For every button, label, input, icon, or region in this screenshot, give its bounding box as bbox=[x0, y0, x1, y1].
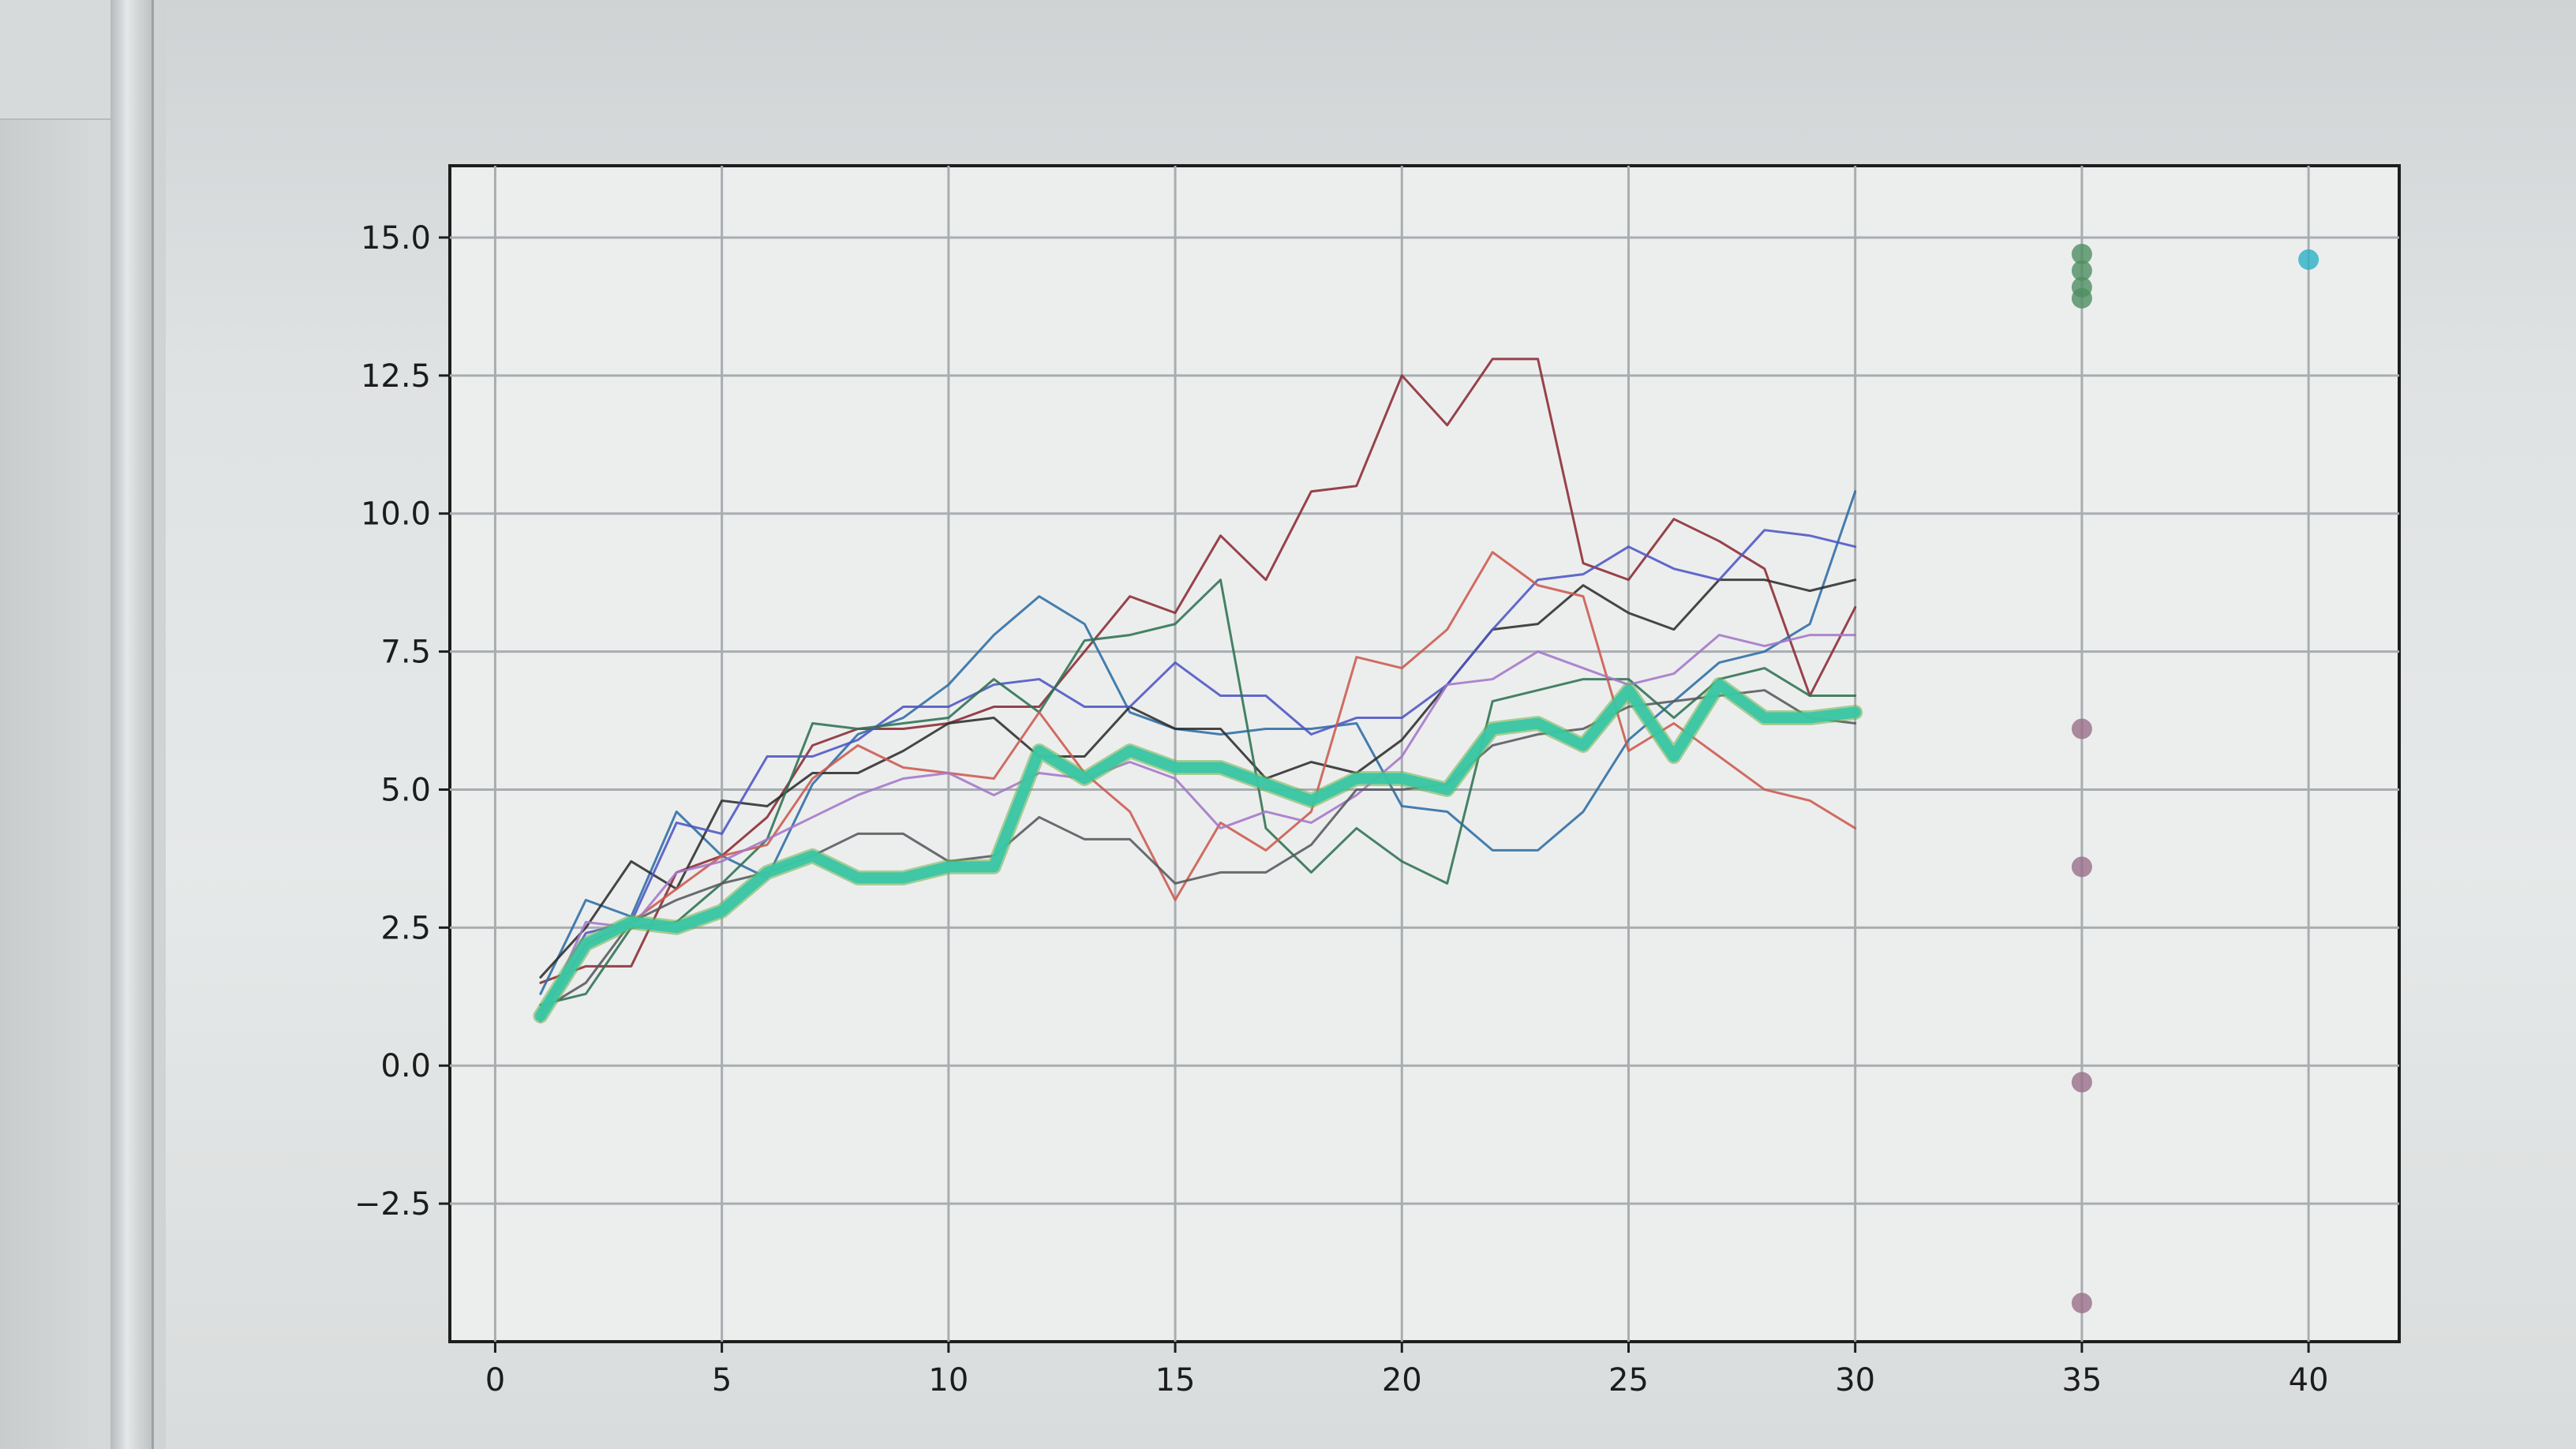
tick-labels: 0 5 10 15 20 25 30 35 40 15.0 12.5 10.0 7.5 5.0 2.5 0.0… bbox=[354, 220, 2329, 1398]
x-tick-label-4: 20 bbox=[1382, 1362, 1422, 1398]
scatter-group bbox=[2071, 243, 2320, 1314]
y-tick-label-3: 7.5 bbox=[380, 635, 431, 671]
scatter-point-2-1 bbox=[2071, 856, 2092, 878]
x-tick-label-5: 25 bbox=[1608, 1362, 1649, 1398]
series-line-6 bbox=[539, 634, 1857, 1023]
scatter-point-0-0 bbox=[2071, 243, 2092, 264]
y-tick-label-7: −2.5 bbox=[354, 1186, 431, 1222]
x-tick-label-2: 10 bbox=[928, 1362, 968, 1398]
x-tick-label-1: 5 bbox=[712, 1362, 732, 1398]
scatter-point-2-0 bbox=[2071, 718, 2092, 739]
series-line-8 bbox=[534, 679, 1861, 1022]
x-tick-label-6: 30 bbox=[1835, 1362, 1875, 1398]
scatter-point-2-2 bbox=[2071, 1072, 2092, 1093]
y-tick-label-5: 2.5 bbox=[380, 910, 431, 946]
scatter-point-1-0 bbox=[2298, 249, 2320, 270]
series-line-0 bbox=[539, 358, 1857, 984]
y-tick-label-4: 5.0 bbox=[380, 772, 431, 808]
series-line-2 bbox=[539, 578, 1857, 979]
grid bbox=[450, 166, 2399, 1342]
y-tick-label-1: 12.5 bbox=[361, 358, 431, 395]
y-tick-label-6: 0.0 bbox=[380, 1048, 431, 1084]
scatter-point-0-1 bbox=[2071, 260, 2092, 281]
y-tick-label-0: 15.0 bbox=[361, 220, 431, 256]
series-line-3 bbox=[539, 529, 1857, 1012]
series-line-5 bbox=[539, 551, 1857, 1017]
x-tick-label-3: 15 bbox=[1155, 1362, 1196, 1398]
scatter-point-2-3 bbox=[2071, 1293, 2092, 1314]
x-tick-label-0: 0 bbox=[485, 1362, 505, 1398]
window-panel-corner bbox=[0, 0, 118, 120]
plot-area bbox=[448, 164, 2401, 1343]
series-group bbox=[533, 358, 1863, 1024]
window-edge-strip bbox=[110, 0, 154, 1449]
x-tick-label-7: 35 bbox=[2061, 1362, 2102, 1398]
scatter-point-0-3 bbox=[2071, 287, 2092, 309]
y-tick-label-2: 10.0 bbox=[361, 496, 431, 533]
x-tick-label-8: 40 bbox=[2289, 1362, 2329, 1398]
